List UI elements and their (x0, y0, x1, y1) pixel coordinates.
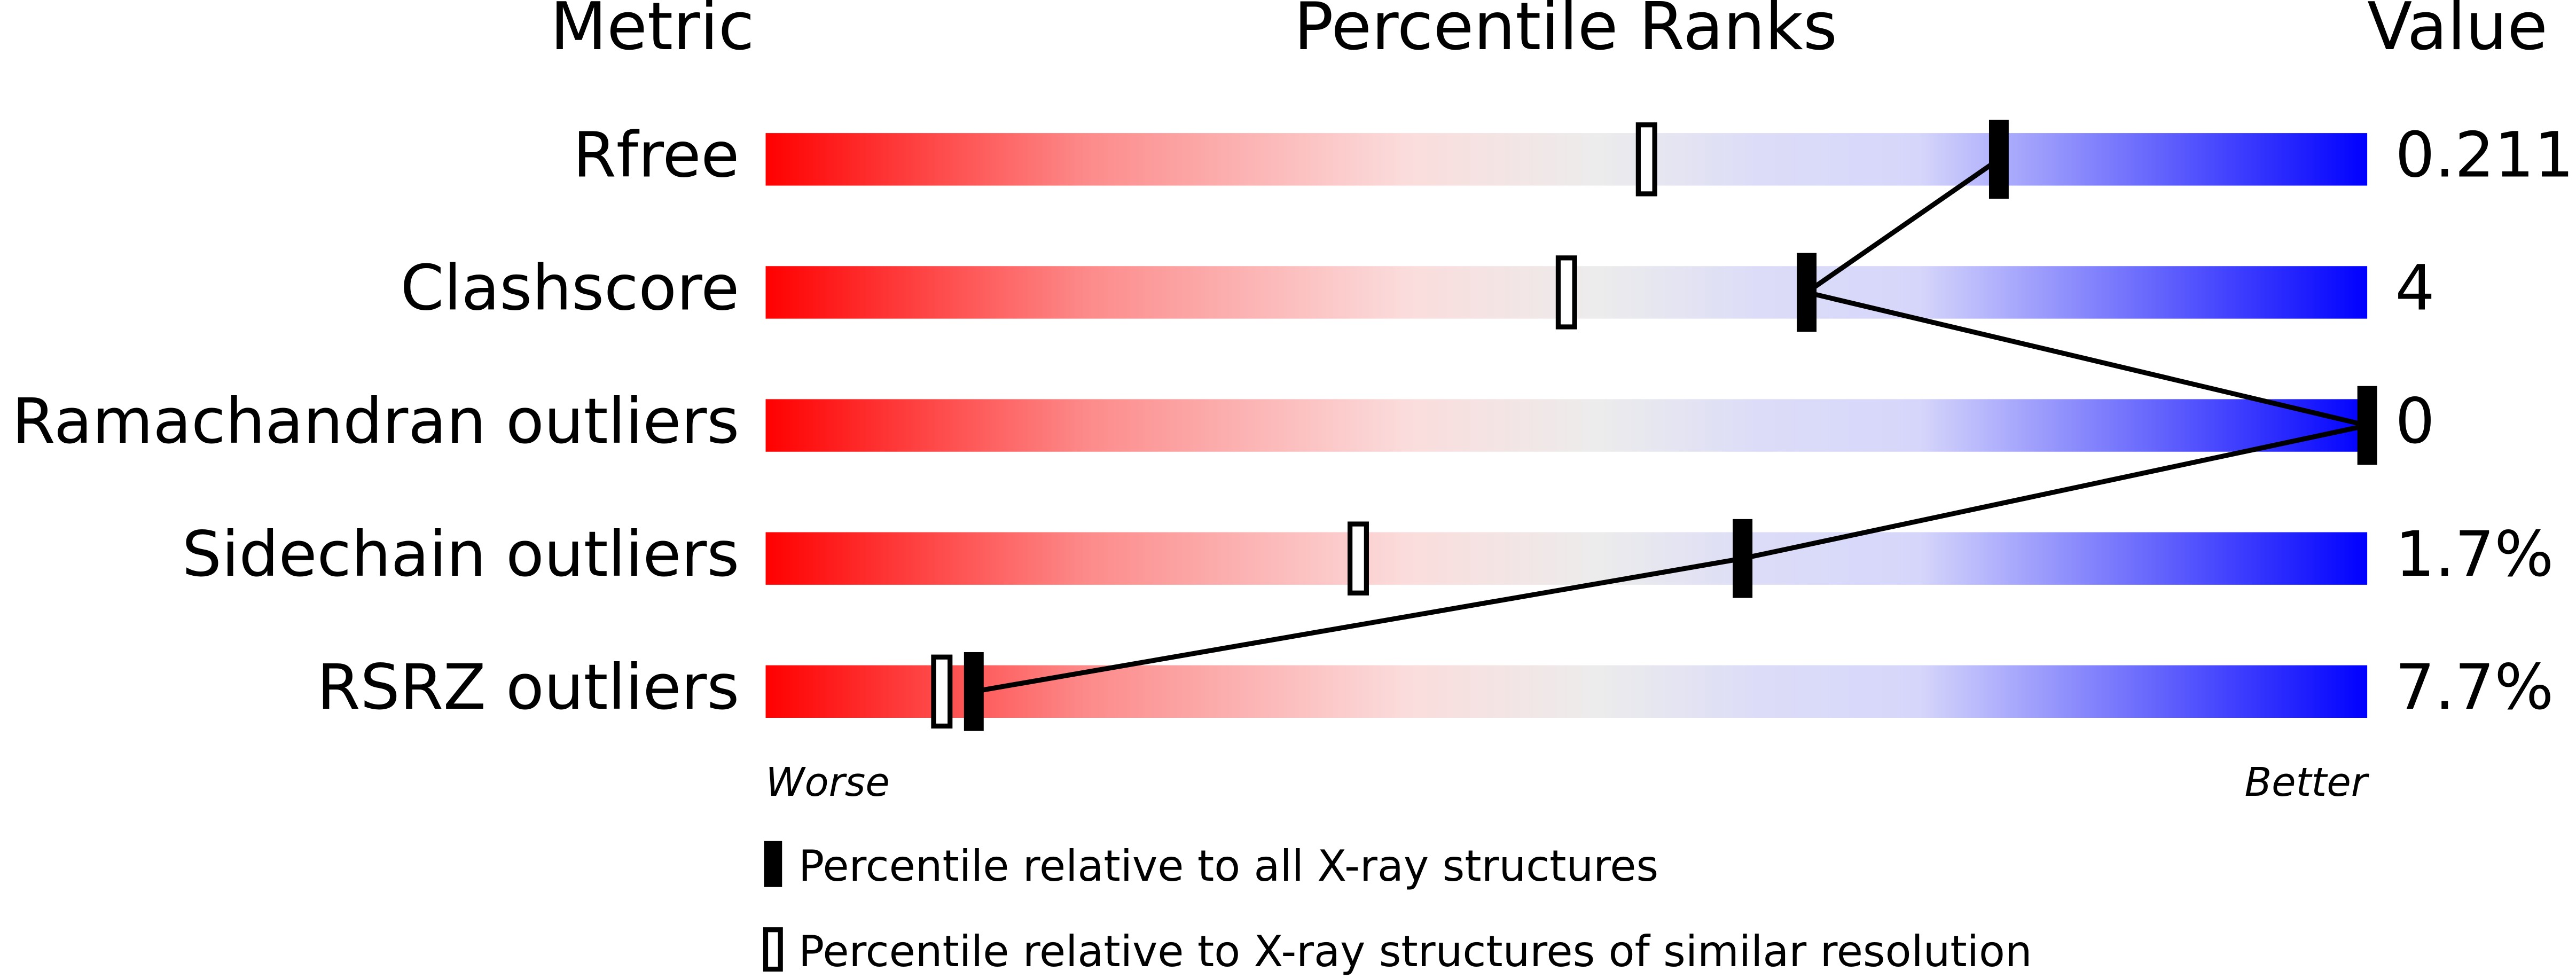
header: Value (2367, 0, 2548, 65)
percentile-bar (765, 532, 2368, 585)
legend-swatch (764, 841, 782, 887)
all-marker (1733, 519, 1753, 598)
similar-marker (1555, 255, 1577, 330)
legend-swatch (763, 927, 783, 972)
all-marker (2357, 386, 2377, 465)
all-marker (1988, 120, 2009, 199)
header: Metric (550, 0, 754, 65)
similar-marker (931, 654, 953, 729)
metric-value: 0 (2395, 385, 2434, 458)
percentile-bar (765, 399, 2368, 452)
connector (1805, 157, 2001, 295)
legend-label: Percentile relative to X-ray structures … (798, 927, 2032, 976)
legend-label: Percentile relative to all X-ray structu… (798, 841, 1658, 891)
all-marker (1797, 253, 1817, 332)
worse-label: Worse (765, 759, 889, 805)
percentile-bar (765, 665, 2368, 718)
connector (1806, 289, 2368, 428)
connector (973, 556, 1743, 694)
metric-value: 0.211 (2395, 119, 2574, 192)
percentile-bar (765, 133, 2368, 186)
similar-marker (1347, 521, 1369, 596)
metric-value: 7.7% (2395, 651, 2554, 724)
metric-label: Ramachandran outliers (12, 385, 739, 458)
all-marker (964, 652, 984, 731)
metric-label: Clashscore (401, 252, 740, 325)
better-label: Better (2244, 759, 2369, 805)
metric-value: 4 (2395, 252, 2434, 325)
connector (1742, 423, 2368, 561)
header: Percentile Ranks (1294, 0, 1837, 65)
metric-value: 1.7% (2395, 518, 2554, 591)
metric-label: Sidechain outliers (182, 518, 739, 591)
metric-label: Rfree (573, 119, 740, 192)
metric-label: RSRZ outliers (317, 651, 739, 724)
similar-marker (1635, 122, 1657, 197)
